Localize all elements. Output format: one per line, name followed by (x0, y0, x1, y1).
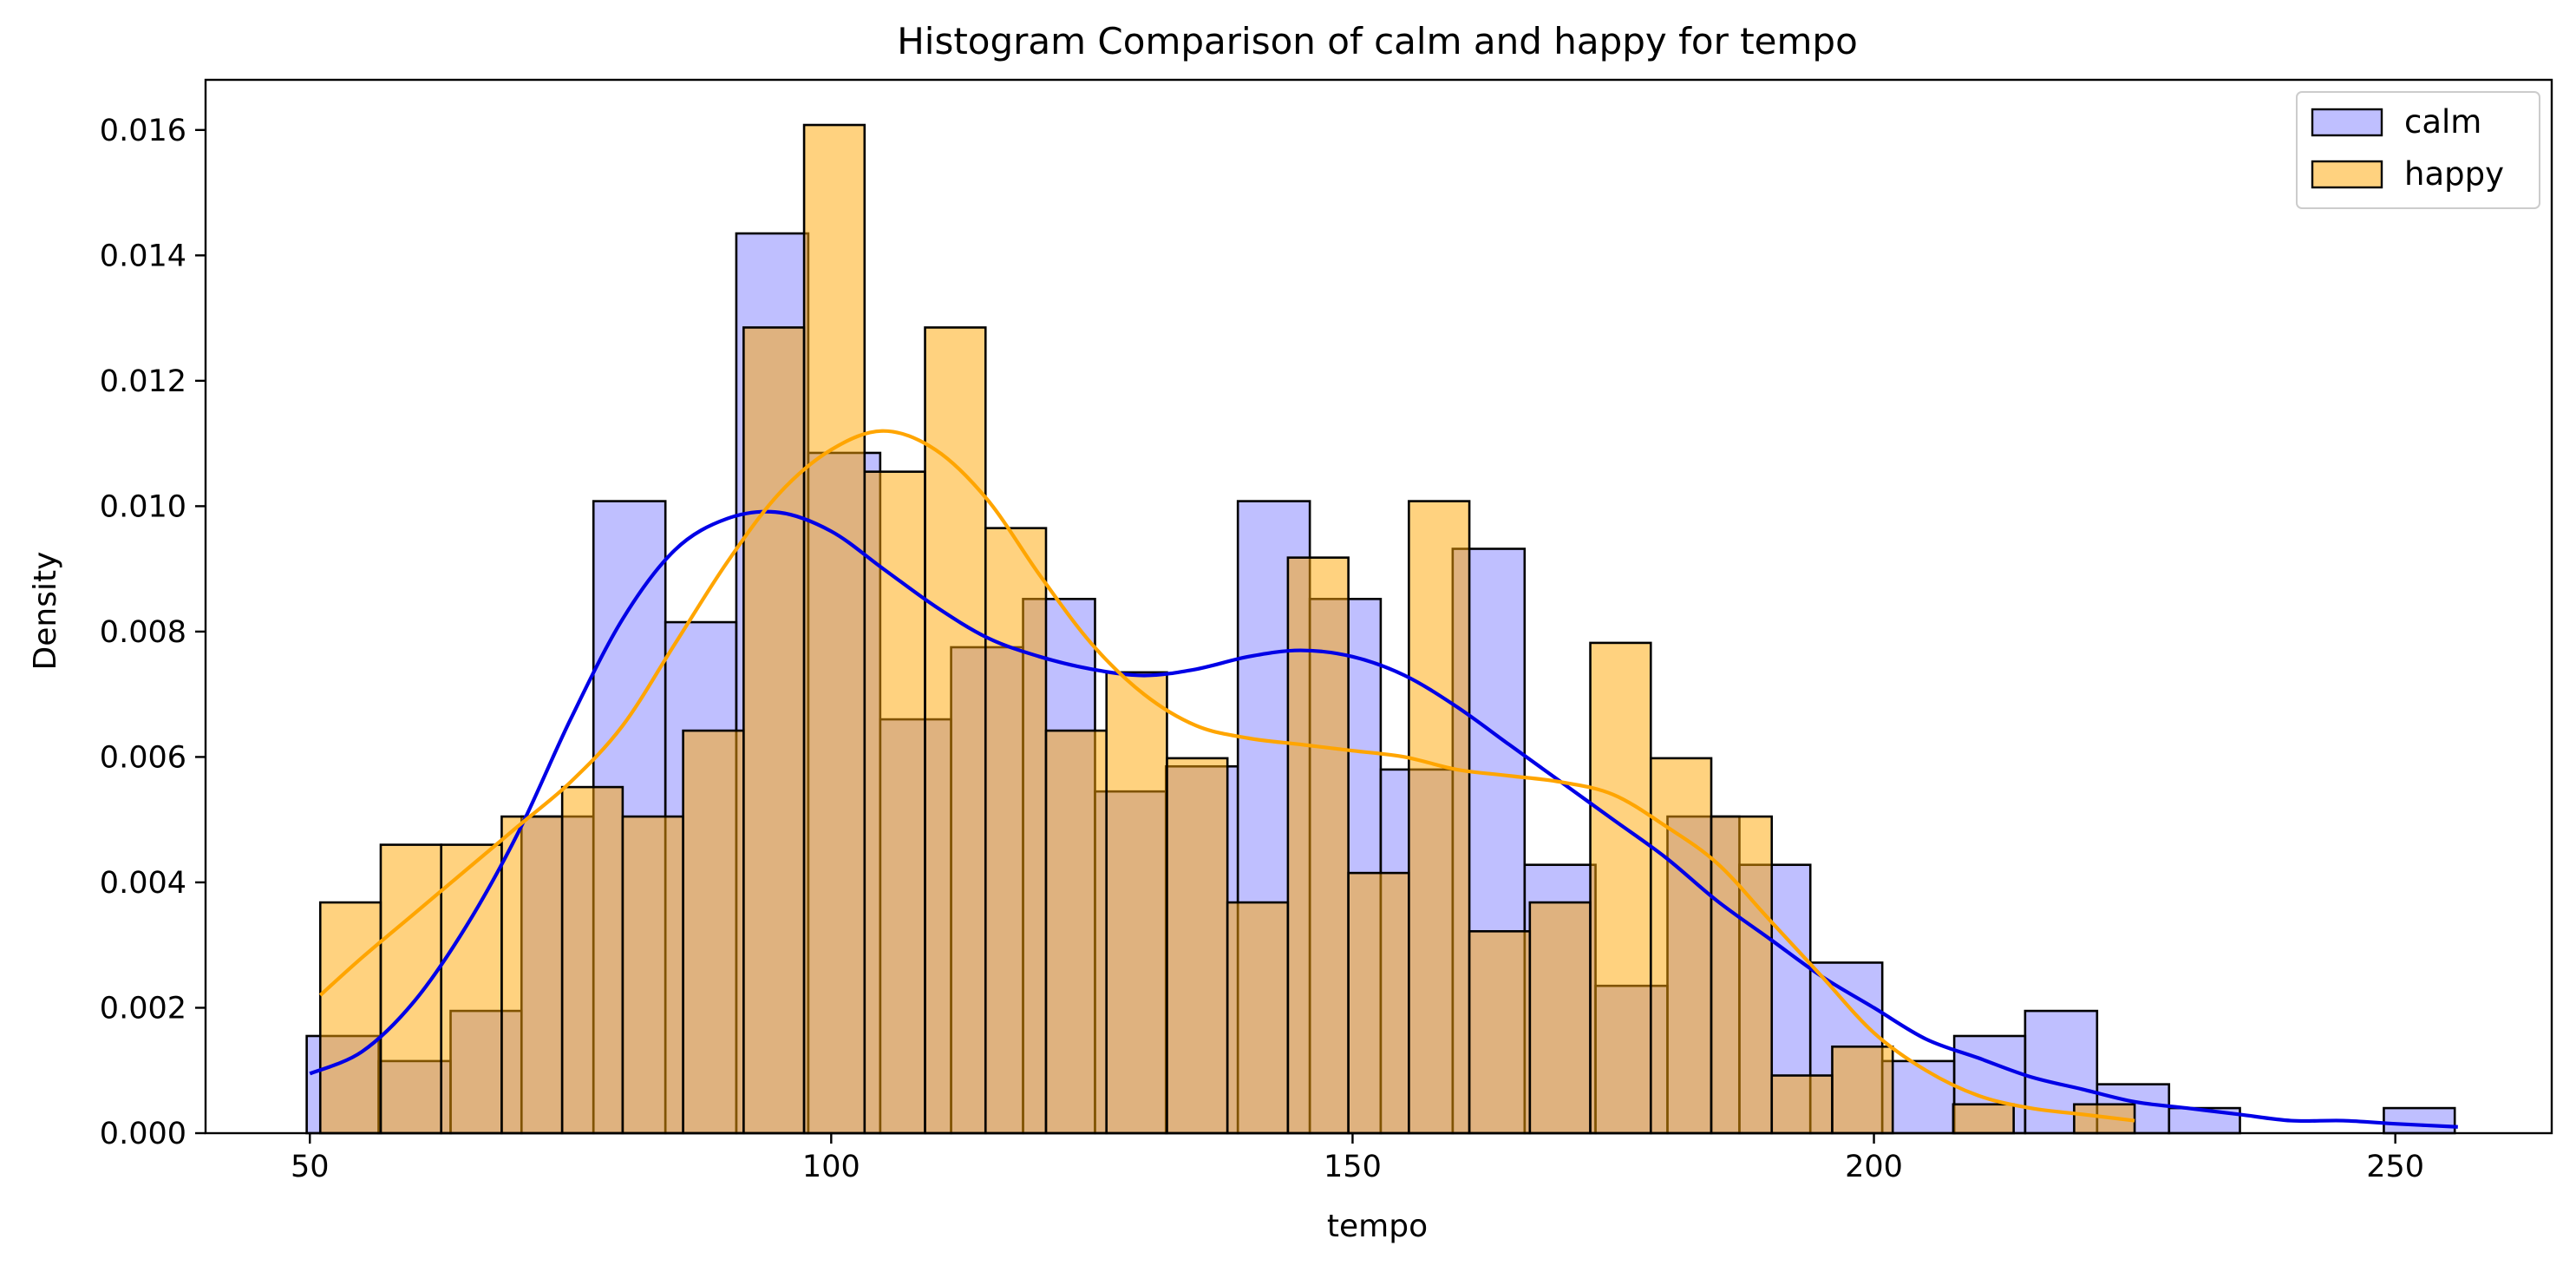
y-tick-label-4: 0.008 (100, 615, 186, 650)
bar-happy-15 (1226, 901, 1290, 1135)
y-tick-label-6: 0.012 (100, 364, 186, 399)
bar-happy-0 (318, 901, 382, 1135)
legend-label-happy: happy (2404, 155, 2504, 193)
bar-happy-14 (1166, 757, 1229, 1135)
bar-happy-11 (984, 527, 1048, 1135)
y-tick-label-0: 0.000 (100, 1117, 186, 1151)
bar-happy-25 (1831, 1045, 1894, 1135)
y-tick-label-8: 0.016 (100, 114, 186, 148)
x-tick-label-200: 200 (1845, 1150, 1903, 1184)
bar-happy-18 (1408, 500, 1471, 1135)
kde-line-calm (309, 509, 2458, 1129)
bar-happy-21 (1589, 641, 1652, 1135)
bar-happy-3 (500, 815, 564, 1135)
legend: calm happy (2296, 91, 2540, 209)
bar-happy-17 (1347, 871, 1410, 1135)
plot-area: 50 100 150 200 250 0.000 0.002 0.004 0.006 0.008 0… (100, 78, 2553, 1184)
bar-happy-19 (1468, 930, 1532, 1135)
bar-calm-27 (2383, 1106, 2456, 1135)
bar-happy-20 (1528, 901, 1592, 1135)
legend-swatch-happy (2311, 160, 2383, 189)
y-tick-label-5: 0.010 (100, 489, 186, 524)
x-axis-label: tempo (1327, 1209, 1428, 1244)
bar-happy-6 (682, 729, 745, 1135)
bar-happy-24 (1770, 1074, 1834, 1135)
legend-swatch-calm (2311, 108, 2383, 137)
bar-happy-5 (621, 815, 684, 1135)
bar-happy-26 (1952, 1103, 2015, 1135)
bar-happy-8 (802, 123, 866, 1135)
legend-label-calm: calm (2404, 103, 2481, 141)
y-tick-label-1: 0.002 (100, 991, 186, 1026)
bar-happy-22 (1649, 757, 1713, 1135)
axes-frame (204, 78, 2553, 1135)
bar-happy-16 (1286, 556, 1350, 1135)
y-axis-label: Density (28, 552, 63, 671)
x-tick-label-250: 250 (2366, 1150, 2424, 1184)
x-tick-label-100: 100 (802, 1150, 860, 1184)
series-happy-bars (318, 123, 2136, 1135)
bar-happy-13 (1105, 671, 1168, 1135)
y-tick-label-7: 0.014 (100, 239, 186, 273)
bar-happy-9 (863, 470, 926, 1135)
bar-happy-4 (560, 785, 624, 1135)
x-tick-label-50: 50 (291, 1150, 330, 1184)
bar-happy-2 (440, 843, 503, 1135)
bar-calm-22 (1880, 1059, 1956, 1135)
chart-title: Histogram Comparison of calm and happy f… (897, 20, 1858, 62)
x-tick-label-150: 150 (1324, 1150, 1382, 1184)
bar-happy-7 (742, 326, 806, 1135)
y-tick-label-3: 0.006 (100, 740, 186, 775)
kde-line-happy (318, 429, 2135, 1123)
y-tick-label-2: 0.004 (100, 866, 186, 901)
bar-happy-12 (1044, 729, 1108, 1135)
bar-happy-10 (924, 326, 987, 1135)
bar-happy-1 (379, 843, 443, 1135)
